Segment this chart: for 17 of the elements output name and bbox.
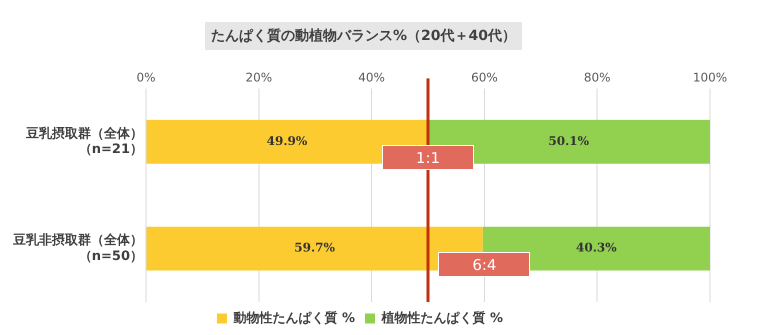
callout-box: 6:4 <box>438 252 530 277</box>
legend-label: 植物性たんぱく質 % <box>380 310 504 326</box>
data-label: 59.7% <box>294 240 336 255</box>
x-tick-label: 0% <box>136 70 156 84</box>
callout-box: 1:1 <box>382 144 474 170</box>
x-tick-label: 80% <box>584 70 611 84</box>
chart-title: たんぱく質の動植物バランス%（20代＋40代） <box>205 22 522 50</box>
y-tick-label: 豆乳非摂取群（全体）（n=50） <box>12 232 143 264</box>
legend-label: 動物性たんぱく質 % <box>232 310 356 326</box>
data-label: 50.1% <box>548 134 590 148</box>
y-tick-label: 豆乳摂取群（全体）（n=21） <box>25 125 143 157</box>
x-tick-label: 60% <box>471 70 498 84</box>
data-label: 49.9% <box>266 134 308 148</box>
data-label: 40.3% <box>576 240 618 255</box>
x-tick-label: 40% <box>358 70 385 84</box>
x-tick-label: 100% <box>692 70 728 84</box>
x-tick-label: 20% <box>245 70 272 84</box>
